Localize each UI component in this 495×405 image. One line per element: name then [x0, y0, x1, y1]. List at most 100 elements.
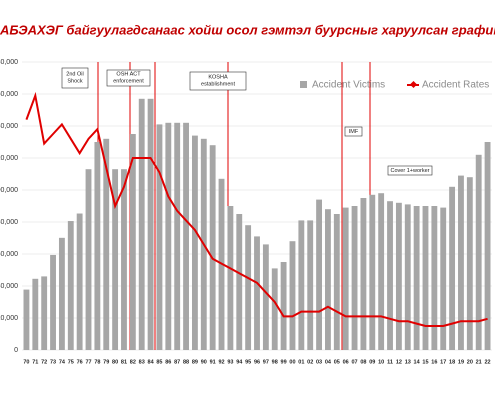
x-tick-label: 88 — [183, 359, 189, 365]
bar — [387, 201, 393, 350]
bar — [271, 268, 278, 350]
bar — [475, 154, 482, 350]
annotation: OSH ACT enforcement — [113, 72, 144, 85]
bar — [395, 202, 402, 350]
x-tick-label: 14 — [414, 359, 421, 365]
x-tick-label: 21 — [476, 359, 482, 365]
x-tick-label: 07 — [351, 359, 357, 365]
x-tick-label: 19 — [458, 359, 464, 365]
bar — [342, 207, 349, 350]
bar — [50, 254, 56, 350]
x-tick-label: 98 — [272, 359, 278, 365]
x-tick-label: 74 — [59, 359, 66, 365]
x-tick-label: 83 — [139, 359, 145, 365]
bar — [112, 169, 119, 350]
x-tick-label: 99 — [281, 359, 287, 365]
y-tick-label: 100,000 — [0, 187, 18, 194]
annotation: 2nd Oil Shock — [66, 72, 83, 85]
bar — [76, 213, 83, 350]
bar — [103, 138, 110, 350]
bar — [32, 278, 39, 350]
x-tick-label: 77 — [85, 359, 91, 365]
x-tick-label: 85 — [156, 359, 162, 365]
bar — [236, 214, 243, 350]
bar — [404, 204, 411, 350]
x-tick-label: 10 — [378, 359, 384, 365]
x-tick-label: 79 — [103, 359, 109, 365]
x-tick-label: 80 — [112, 359, 118, 365]
rate-line — [25, 91, 488, 327]
x-tick-label: 11 — [387, 359, 393, 365]
x-tick-label: 78 — [94, 359, 100, 365]
bar — [484, 142, 491, 350]
bar — [191, 135, 198, 350]
y-tick-label: 140,000 — [0, 123, 18, 130]
bar — [94, 142, 101, 350]
bar — [174, 122, 181, 350]
y-tick-label: 0 — [14, 347, 18, 354]
bar — [378, 193, 385, 350]
x-tick-label: 12 — [396, 359, 402, 365]
bar — [360, 198, 367, 350]
y-tick-label: 40,000 — [0, 283, 18, 290]
bar — [325, 209, 331, 350]
y-tick-label: 180,000 — [0, 59, 18, 66]
bar — [121, 169, 127, 350]
x-tick-label: 84 — [148, 359, 155, 365]
bar — [85, 169, 92, 350]
bar — [156, 124, 163, 351]
bar — [316, 199, 323, 350]
bar — [449, 186, 456, 350]
x-tick-label: 18 — [449, 359, 455, 365]
annotation-box — [61, 67, 89, 89]
annotation-box — [387, 165, 433, 176]
bar — [466, 177, 473, 350]
bar — [280, 262, 287, 350]
bar — [209, 145, 216, 350]
x-tick-label: 92 — [218, 359, 224, 365]
y-tick-label: 20,000 — [0, 315, 18, 322]
annotation: KOSHA establishment — [201, 75, 235, 88]
bar — [413, 206, 420, 350]
bar — [351, 206, 358, 350]
bar — [333, 214, 340, 350]
x-tick-label: 03 — [316, 359, 322, 365]
annotation-box — [189, 71, 247, 91]
x-tick-label: 95 — [245, 359, 251, 365]
annotation-box — [106, 69, 151, 87]
x-tick-label: 82 — [130, 359, 136, 365]
bar — [129, 134, 136, 350]
x-tick-label: 09 — [369, 359, 375, 365]
x-tick-label: 97 — [263, 359, 269, 365]
x-tick-label: 16 — [431, 359, 437, 365]
legend-swatch — [300, 81, 307, 88]
x-tick-label: 94 — [236, 359, 243, 365]
bar — [369, 194, 376, 350]
x-tick-label: 04 — [325, 359, 332, 365]
bar — [245, 225, 252, 350]
bar — [307, 220, 314, 350]
x-tick-label: 22 — [485, 359, 491, 365]
bar — [165, 122, 172, 350]
x-tick-label: 73 — [50, 359, 56, 365]
y-tick-label: 80,000 — [0, 219, 18, 226]
x-tick-label: 17 — [440, 359, 446, 365]
x-tick-label: 96 — [254, 359, 260, 365]
x-tick-label: 20 — [467, 359, 473, 365]
bar — [67, 221, 74, 350]
bar — [23, 289, 30, 350]
x-tick-label: 90 — [201, 359, 207, 365]
x-tick-label: 02 — [307, 359, 313, 365]
bar — [458, 175, 464, 350]
x-tick-label: 00 — [289, 359, 295, 365]
y-tick-label: 160,000 — [0, 91, 18, 98]
x-tick-label: 86 — [165, 359, 171, 365]
x-tick-label: 76 — [77, 359, 83, 365]
x-tick-label: 89 — [192, 359, 198, 365]
x-tick-label: 87 — [174, 359, 180, 365]
x-tick-label: 70 — [23, 359, 29, 365]
bar — [58, 237, 65, 350]
x-tick-label: 08 — [360, 359, 366, 365]
